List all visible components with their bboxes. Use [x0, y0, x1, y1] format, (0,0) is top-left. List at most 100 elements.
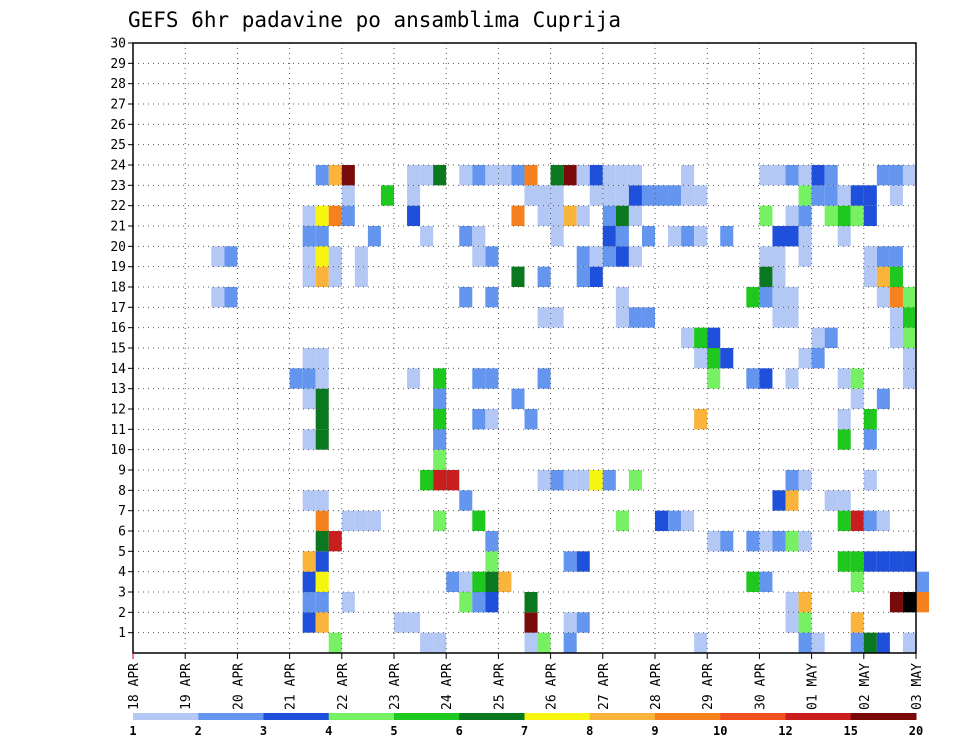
cell-m8-s49 — [772, 490, 786, 511]
cell-m23-s41 — [668, 185, 682, 206]
y-tick-label: 30 — [110, 37, 126, 52]
y-tick-label: 18 — [110, 281, 126, 296]
cell-m20-s37 — [615, 246, 629, 267]
cell-m13-s29 — [511, 388, 525, 409]
y-tick-label: 26 — [110, 118, 126, 133]
cell-m24-s15 — [328, 165, 342, 186]
cell-m11-s23 — [433, 429, 447, 450]
cell-m21-s32 — [550, 226, 564, 247]
y-tick-label: 2 — [118, 606, 126, 621]
cell-m4-s14 — [315, 571, 329, 592]
cell-m5-s34 — [576, 551, 590, 572]
cell-m9-s35 — [589, 470, 603, 491]
cell-m3-s27 — [485, 592, 499, 613]
cell-m12-s56 — [863, 409, 877, 430]
cell-m15-s43 — [694, 348, 708, 369]
cell-m21-s41 — [668, 226, 682, 247]
colorbar-label: 8 — [586, 724, 593, 738]
cell-m23-s36 — [602, 185, 616, 206]
cell-m19-s58 — [889, 266, 903, 287]
cell-m5-s27 — [485, 551, 499, 572]
cell-m24-s49 — [772, 165, 786, 186]
cell-m14-s27 — [485, 368, 499, 389]
y-tick-label: 10 — [110, 443, 126, 458]
cell-m20-s26 — [472, 246, 486, 267]
cell-m5-s54 — [837, 551, 851, 572]
cell-m20-s13 — [302, 246, 316, 267]
cell-m23-s53 — [824, 185, 838, 206]
cell-m21-s43 — [694, 226, 708, 247]
cell-m24-s50 — [785, 165, 799, 186]
cell-m1-s30 — [524, 632, 538, 653]
cell-m24-s26 — [472, 165, 486, 186]
cell-m24-s51 — [798, 165, 812, 186]
cell-m11-s56 — [863, 429, 877, 450]
cell-m9-s34 — [576, 470, 590, 491]
cell-m9-s50 — [785, 470, 799, 491]
heatmap-cells — [211, 165, 930, 653]
cell-m3-s30 — [524, 592, 538, 613]
cell-m22-s31 — [537, 205, 551, 226]
x-tick-label: 20 APR — [231, 663, 246, 710]
y-tick-label: 8 — [118, 484, 126, 499]
cell-m14-s44 — [707, 368, 721, 389]
cell-m3-s50 — [785, 592, 799, 613]
y-tick-label: 11 — [110, 423, 126, 438]
cell-m8-s25 — [459, 490, 473, 511]
y-tick-label: 21 — [110, 220, 126, 235]
cell-m9-s31 — [537, 470, 551, 491]
cell-m20-s57 — [876, 246, 890, 267]
cell-m22-s21 — [407, 205, 421, 226]
cell-m5-s14 — [315, 551, 329, 572]
cell-m11-s13 — [302, 429, 316, 450]
cell-m9-s23 — [433, 470, 447, 491]
y-tick-label: 20 — [110, 240, 126, 255]
cell-m5-s59 — [902, 551, 916, 572]
cell-m4-s27 — [485, 571, 499, 592]
cell-m12-s30 — [524, 409, 538, 430]
y-tick-label: 16 — [110, 321, 126, 336]
cell-m16-s58 — [889, 327, 903, 348]
colorbar-swatch — [850, 713, 917, 720]
cell-m24-s37 — [615, 165, 629, 186]
cell-m1-s57 — [876, 632, 890, 653]
cell-m20-s58 — [889, 246, 903, 267]
cell-m21-s18 — [367, 226, 381, 247]
y-tick-label: 13 — [110, 382, 126, 397]
cell-m14-s31 — [537, 368, 551, 389]
cell-m9-s51 — [798, 470, 812, 491]
cell-m23-s39 — [641, 185, 655, 206]
cell-m20-s38 — [628, 246, 642, 267]
y-tick-label: 17 — [110, 301, 126, 316]
x-tick-label: 21 APR — [284, 663, 299, 710]
cell-m13-s13 — [302, 388, 316, 409]
cell-m9-s38 — [628, 470, 642, 491]
cell-m6-s49 — [772, 531, 786, 552]
cell-m23-s42 — [681, 185, 695, 206]
cell-m3-s51 — [798, 592, 812, 613]
cell-m1-s31 — [537, 632, 551, 653]
cell-m14-s26 — [472, 368, 486, 389]
cell-m7-s57 — [876, 510, 890, 531]
cell-m24-s22 — [420, 165, 434, 186]
cell-m19-s35 — [589, 266, 603, 287]
cell-m23-s32 — [550, 185, 564, 206]
cell-m20-s7 — [224, 246, 238, 267]
cell-m24-s30 — [524, 165, 538, 186]
cell-m23-s56 — [863, 185, 877, 206]
cell-m19-s57 — [876, 266, 890, 287]
cell-m12-s43 — [694, 409, 708, 430]
y-tick-label: 4 — [118, 565, 126, 580]
colorbar-label: 5 — [390, 724, 397, 738]
cell-m11-s54 — [837, 429, 851, 450]
cell-m2-s20 — [394, 612, 408, 633]
cell-m2-s50 — [785, 612, 799, 633]
y-axis-ticks: 1234567891011121314151617181920212223242… — [110, 37, 133, 641]
cell-m24-s52 — [811, 165, 825, 186]
y-tick-label: 1 — [118, 626, 126, 641]
cell-m24-s16 — [341, 165, 355, 186]
cell-m14-s23 — [433, 368, 447, 389]
cell-m1-s59 — [902, 632, 916, 653]
cell-m18-s25 — [459, 287, 473, 308]
cell-m8-s13 — [302, 490, 316, 511]
